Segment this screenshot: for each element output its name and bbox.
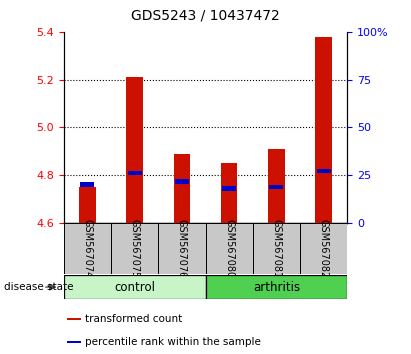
Text: GSM567081: GSM567081 xyxy=(271,219,282,278)
Text: control: control xyxy=(114,281,155,293)
Bar xyxy=(222,187,236,191)
FancyBboxPatch shape xyxy=(64,223,111,274)
Text: GSM567080: GSM567080 xyxy=(224,219,234,278)
Text: percentile rank within the sample: percentile rank within the sample xyxy=(85,337,261,347)
Bar xyxy=(269,185,284,189)
Text: GSM567076: GSM567076 xyxy=(177,219,187,278)
Text: transformed count: transformed count xyxy=(85,314,182,324)
FancyBboxPatch shape xyxy=(206,223,253,274)
Bar xyxy=(316,169,331,173)
FancyBboxPatch shape xyxy=(111,223,158,274)
Bar xyxy=(79,187,96,223)
Text: arthritis: arthritis xyxy=(253,281,300,293)
Text: disease state: disease state xyxy=(4,282,74,292)
Bar xyxy=(268,149,285,223)
Text: GDS5243 / 10437472: GDS5243 / 10437472 xyxy=(131,9,280,23)
Bar xyxy=(67,318,81,320)
FancyBboxPatch shape xyxy=(300,223,347,274)
Bar xyxy=(127,171,142,175)
FancyBboxPatch shape xyxy=(64,275,206,299)
FancyBboxPatch shape xyxy=(158,223,206,274)
Bar xyxy=(80,182,95,187)
Text: GSM567074: GSM567074 xyxy=(82,219,92,278)
Bar xyxy=(175,179,189,184)
Bar xyxy=(315,37,332,223)
Bar xyxy=(67,341,81,343)
Text: GSM567075: GSM567075 xyxy=(129,219,140,278)
Bar xyxy=(126,77,143,223)
Bar xyxy=(173,154,190,223)
FancyBboxPatch shape xyxy=(253,223,300,274)
Text: GSM567082: GSM567082 xyxy=(319,219,329,278)
FancyBboxPatch shape xyxy=(206,275,347,299)
Bar xyxy=(221,163,238,223)
